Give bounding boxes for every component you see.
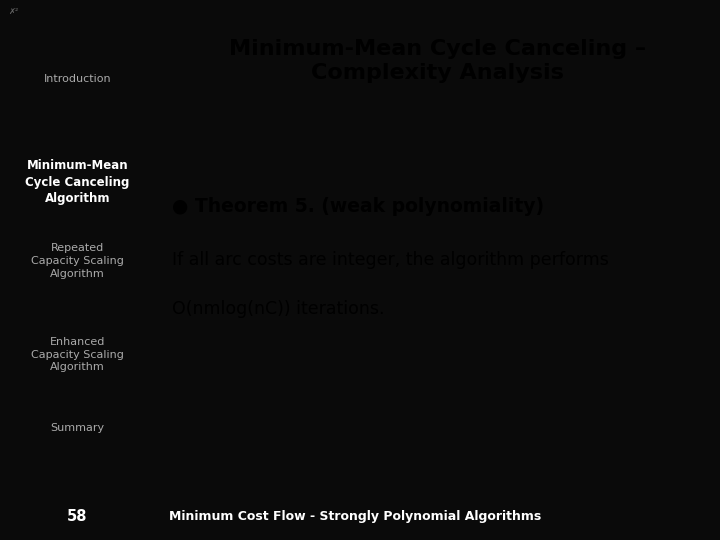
Text: Repeated
Capacity Scaling
Algorithm: Repeated Capacity Scaling Algorithm [31, 243, 124, 279]
Text: Minimum-Mean Cycle Canceling –
Complexity Analysis: Minimum-Mean Cycle Canceling – Complexit… [229, 39, 646, 83]
Text: ✗²: ✗² [8, 8, 18, 16]
Text: 58: 58 [67, 509, 88, 524]
Text: O(nmlog(nC)) iterations.: O(nmlog(nC)) iterations. [172, 300, 384, 319]
Text: Enhanced
Capacity Scaling
Algorithm: Enhanced Capacity Scaling Algorithm [31, 337, 124, 373]
Text: ● Theorem 5. (weak polynomiality): ● Theorem 5. (weak polynomiality) [172, 197, 544, 216]
Text: Minimum Cost Flow - Strongly Polynomial Algorithms: Minimum Cost Flow - Strongly Polynomial … [169, 510, 541, 523]
Text: If all arc costs are integer, the algorithm performs: If all arc costs are integer, the algori… [172, 251, 608, 269]
Text: Minimum-Mean
Cycle Canceling
Algorithm: Minimum-Mean Cycle Canceling Algorithm [25, 159, 130, 205]
Text: Summary: Summary [50, 423, 104, 434]
Text: Introduction: Introduction [44, 74, 111, 84]
